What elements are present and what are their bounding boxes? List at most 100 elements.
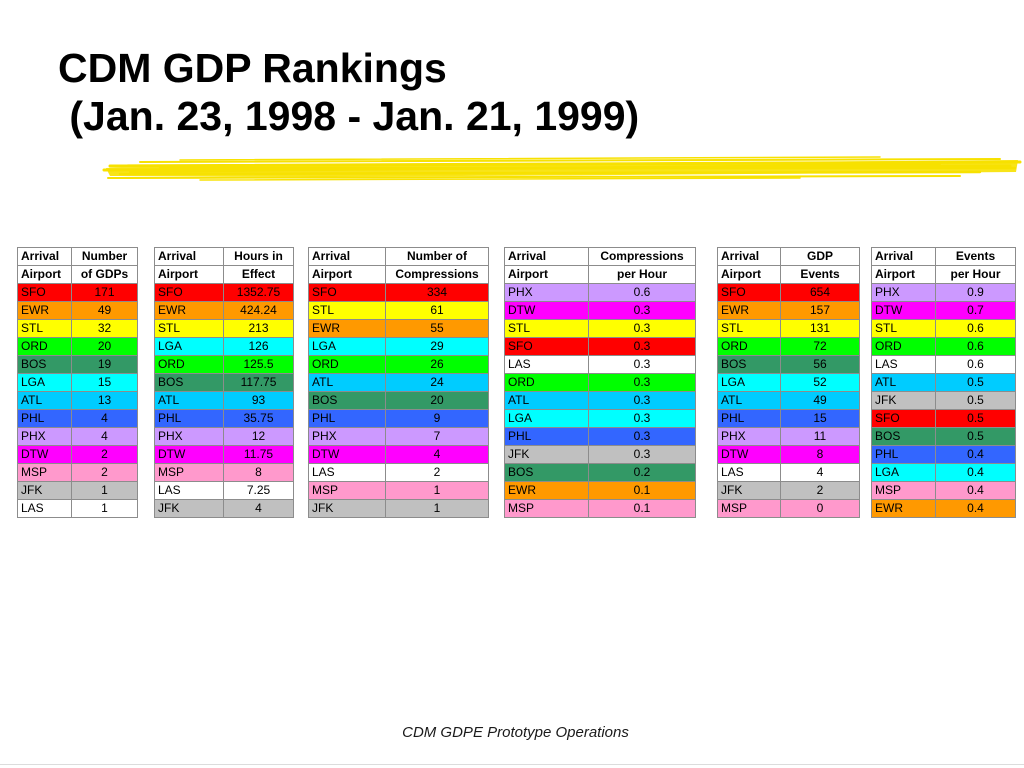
table-gdp-events: Arrival GDP Airport Events SFO 654 EWR 157 S… (717, 247, 860, 518)
column-header: per Hour (936, 266, 1016, 284)
value-cell: 0.7 (936, 302, 1016, 320)
title-line-2: (Jan. 23, 1998 - Jan. 21, 1999) (58, 92, 639, 140)
table-row: DTW 2 (18, 446, 138, 464)
value-cell: 26 (386, 356, 489, 374)
column-header: Airport (309, 266, 386, 284)
value-cell: 157 (781, 302, 860, 320)
table-row: LAS 0.6 (872, 356, 1016, 374)
table-row: SFO 0.5 (872, 410, 1016, 428)
value-cell: 0.3 (589, 356, 696, 374)
table-row: LGA 0.3 (505, 410, 696, 428)
value-cell: 2 (72, 446, 138, 464)
airport-cell: LAS (18, 500, 72, 518)
table-hours-in-effect: Arrival Hours in Airport Effect SFO 1352.… (154, 247, 294, 518)
column-header: Arrival (505, 248, 589, 266)
value-cell: 0.4 (936, 464, 1016, 482)
airport-cell: ORD (872, 338, 936, 356)
column-header: Arrival (18, 248, 72, 266)
table-row: PHX 11 (718, 428, 860, 446)
table-compressions-per-hour: Arrival Compressions Airport per Hour PH… (504, 247, 696, 518)
table-row: ORD 125.5 (155, 356, 294, 374)
value-cell: 0.5 (936, 428, 1016, 446)
airport-cell: LGA (155, 338, 224, 356)
airport-cell: EWR (505, 482, 589, 500)
column-header: Events (936, 248, 1016, 266)
table-row: MSP 1 (309, 482, 489, 500)
value-cell: 0.3 (589, 338, 696, 356)
airport-cell: EWR (309, 320, 386, 338)
airport-cell: ATL (18, 392, 72, 410)
airport-cell: DTW (718, 446, 781, 464)
table-number-of-gdps: Arrival Number Airport of GDPs SFO 171 EWR… (17, 247, 138, 518)
column-header: Number (72, 248, 138, 266)
value-cell: 0.3 (589, 446, 696, 464)
value-cell: 0.6 (936, 320, 1016, 338)
airport-cell: DTW (18, 446, 72, 464)
airport-cell: ORD (155, 356, 224, 374)
value-cell: 55 (386, 320, 489, 338)
airport-cell: DTW (505, 302, 589, 320)
airport-cell: STL (505, 320, 589, 338)
table-row: BOS 0.2 (505, 464, 696, 482)
value-cell: 0.5 (936, 374, 1016, 392)
airport-cell: PHX (718, 428, 781, 446)
table-row: PHL 4 (18, 410, 138, 428)
airport-cell: ATL (505, 392, 589, 410)
value-cell: 11 (781, 428, 860, 446)
table-row: ATL 0.5 (872, 374, 1016, 392)
value-cell: 4 (72, 428, 138, 446)
airport-cell: LAS (718, 464, 781, 482)
airport-cell: ATL (872, 374, 936, 392)
table-header-row: Airport per Hour (505, 266, 696, 284)
column-header: Compressions (589, 248, 696, 266)
value-cell: 0.6 (936, 356, 1016, 374)
value-cell: 125.5 (224, 356, 294, 374)
airport-cell: ATL (155, 392, 224, 410)
title-line-1: CDM GDP Rankings (58, 44, 639, 92)
value-cell: 1 (72, 482, 138, 500)
table-row: JFK 0.3 (505, 446, 696, 464)
table-row: DTW 0.7 (872, 302, 1016, 320)
airport-cell: PHX (18, 428, 72, 446)
value-cell: 117.75 (224, 374, 294, 392)
table-row: ORD 0.6 (872, 338, 1016, 356)
table-row: LAS 1 (18, 500, 138, 518)
table-row: ATL 0.3 (505, 392, 696, 410)
value-cell: 19 (72, 356, 138, 374)
value-cell: 171 (72, 284, 138, 302)
table-row: STL 32 (18, 320, 138, 338)
table-row: PHX 7 (309, 428, 489, 446)
airport-cell: STL (18, 320, 72, 338)
table-row: LGA 0.4 (872, 464, 1016, 482)
airport-cell: LGA (718, 374, 781, 392)
table-row: ATL 49 (718, 392, 860, 410)
airport-cell: LGA (872, 464, 936, 482)
slide-footer: CDM GDPE Prototype Operations (0, 724, 1024, 741)
table-row: ORD 0.3 (505, 374, 696, 392)
airport-cell: DTW (309, 446, 386, 464)
value-cell: 0.3 (589, 428, 696, 446)
table-header-row: Airport of GDPs (18, 266, 138, 284)
value-cell: 13 (72, 392, 138, 410)
column-header: Compressions (386, 266, 489, 284)
airport-cell: LGA (505, 410, 589, 428)
table-row: SFO 334 (309, 284, 489, 302)
value-cell: 126 (224, 338, 294, 356)
table-body: SFO 334 STL 61 EWR 55 LGA 29 ORD 26 ATL 24 BOS 20 PHL 9… (309, 284, 489, 518)
airport-cell: SFO (18, 284, 72, 302)
table-row: ATL 24 (309, 374, 489, 392)
column-header: Arrival (155, 248, 224, 266)
airport-cell: MSP (872, 482, 936, 500)
value-cell: 20 (72, 338, 138, 356)
airport-cell: ORD (18, 338, 72, 356)
value-cell: 654 (781, 284, 860, 302)
value-cell: 35.75 (224, 410, 294, 428)
airport-cell: PHL (718, 410, 781, 428)
table-row: BOS 19 (18, 356, 138, 374)
value-cell: 0.1 (589, 482, 696, 500)
value-cell: 0.4 (936, 482, 1016, 500)
table-body: PHX 0.9 DTW 0.7 STL 0.6 ORD 0.6 LAS 0.6 ATL 0.5 JFK 0… (872, 284, 1016, 518)
airport-cell: ATL (718, 392, 781, 410)
table-row: ATL 13 (18, 392, 138, 410)
airport-cell: SFO (718, 284, 781, 302)
